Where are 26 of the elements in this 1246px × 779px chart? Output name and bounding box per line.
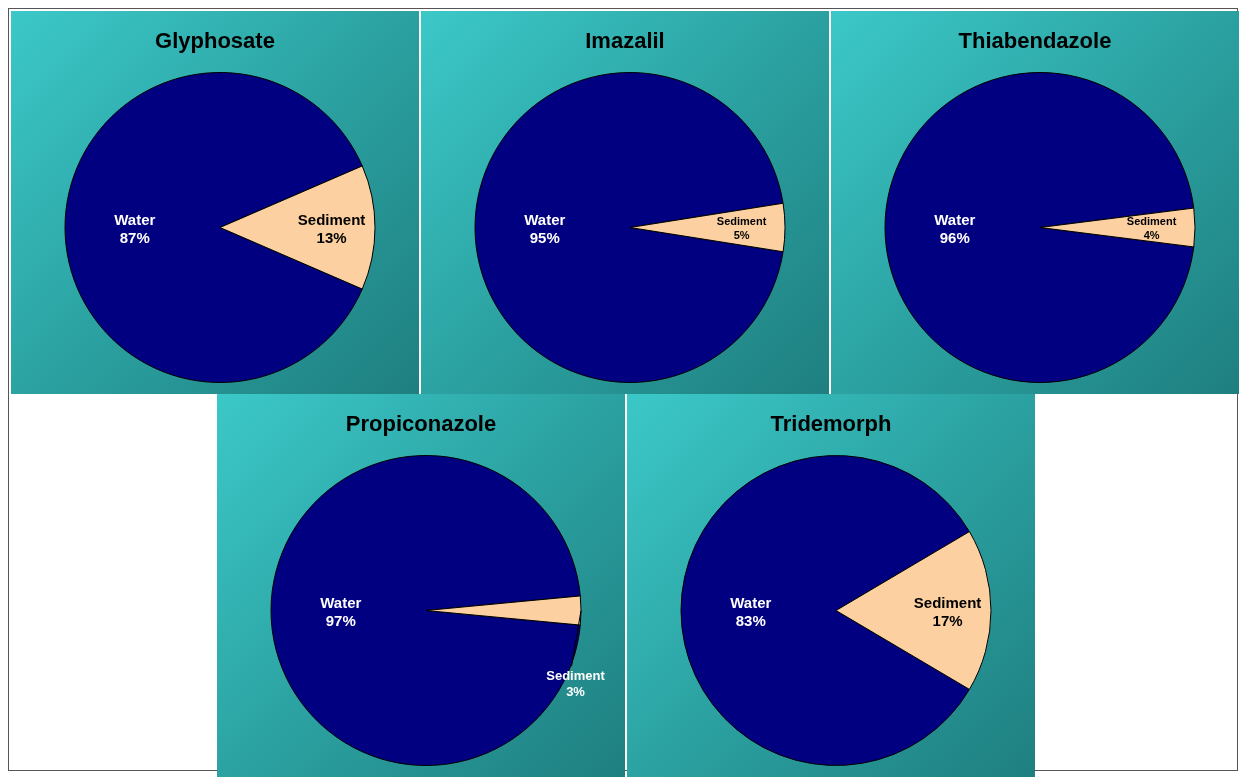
- chart-title: Propiconazole: [344, 410, 498, 438]
- slice-label: Sediment: [297, 210, 366, 228]
- slice-label: Water: [730, 593, 772, 611]
- slice-label: Sediment: [716, 215, 767, 228]
- data-label: 97%: [325, 611, 356, 629]
- slice-label: Sediment: [913, 593, 982, 611]
- slice-label: Water: [114, 210, 156, 228]
- chart-title: Imazalil: [584, 27, 666, 55]
- data-label: 4%: [1143, 228, 1160, 241]
- slice-label: Water: [934, 210, 976, 228]
- data-label: 5%: [733, 228, 750, 241]
- data-label: 13%: [316, 228, 347, 246]
- chart-title: Thiabendazole: [957, 27, 1113, 55]
- data-label: 17%: [932, 611, 963, 629]
- data-label: 95%: [529, 228, 560, 246]
- slice-label: Water: [320, 593, 362, 611]
- slice-label: Water: [524, 210, 566, 228]
- data-label: 87%: [119, 228, 150, 246]
- pie-slice: [474, 72, 784, 383]
- data-label: 83%: [735, 611, 766, 629]
- chart-title: Tridemorph: [769, 410, 893, 438]
- chart-title: Glyphosate: [154, 27, 276, 55]
- slice-label: Sediment: [1126, 215, 1177, 228]
- data-label: 3%: [566, 683, 586, 699]
- pie-slice: [884, 72, 1195, 383]
- data-label: 96%: [939, 228, 970, 246]
